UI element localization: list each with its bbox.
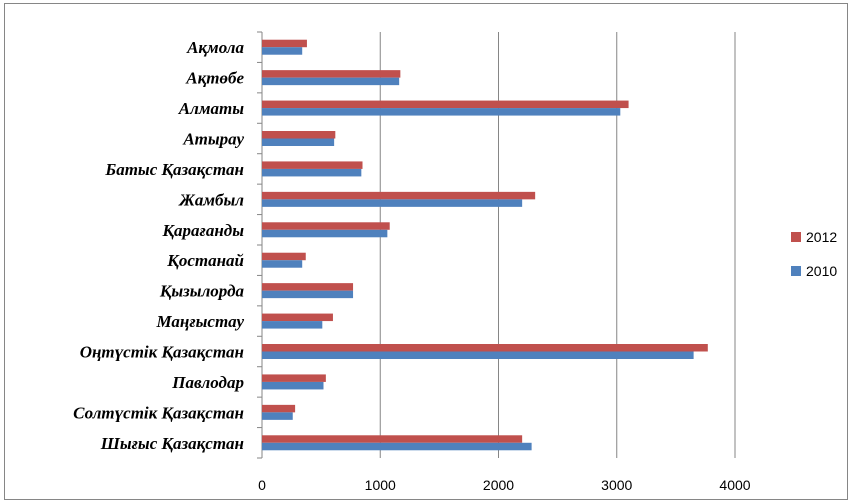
legend-swatch-2012 bbox=[791, 232, 801, 242]
x-tick-label: 4000 bbox=[719, 477, 750, 493]
bar-2010 bbox=[262, 442, 532, 451]
category-label: Оңтүстік Қазақстан bbox=[80, 343, 244, 362]
legend-label-2012: 2012 bbox=[806, 229, 837, 245]
category-label: Қарағанды bbox=[162, 221, 245, 240]
bar-2012 bbox=[262, 222, 390, 230]
bar-2010 bbox=[262, 381, 324, 390]
category-label: Атырау bbox=[182, 130, 244, 149]
category-label: Шығыс Қазақстан bbox=[100, 434, 244, 453]
bar-2010 bbox=[262, 138, 335, 146]
bar-2012 bbox=[262, 100, 629, 109]
x-tick-label: 0 bbox=[258, 477, 266, 493]
bar-2012 bbox=[262, 39, 307, 48]
bar-2010 bbox=[262, 351, 694, 359]
bar-2010 bbox=[262, 229, 388, 238]
bar-2012 bbox=[262, 283, 354, 291]
bar-2010 bbox=[262, 47, 303, 55]
bar-2012 bbox=[262, 131, 336, 139]
bar-2010 bbox=[262, 412, 293, 420]
x-tick-label: 3000 bbox=[601, 477, 632, 493]
bar-2010 bbox=[262, 77, 400, 86]
x-tick-label: 2000 bbox=[483, 477, 514, 493]
category-label: Ақтөбе bbox=[185, 69, 244, 88]
bar-2012 bbox=[262, 435, 523, 443]
bar-2012 bbox=[262, 344, 708, 352]
bar-2012 bbox=[262, 70, 401, 78]
category-label: Солтүстік Қазақстан bbox=[73, 403, 244, 422]
bar-2010 bbox=[262, 199, 523, 207]
bar-2012 bbox=[262, 313, 333, 322]
legend-label-2010: 2010 bbox=[806, 263, 837, 279]
category-label: Маңғыстау bbox=[156, 312, 245, 331]
bar-2012 bbox=[262, 161, 363, 169]
bar-2010 bbox=[262, 108, 621, 116]
category-label: Алматы bbox=[178, 99, 244, 118]
bar-2010 bbox=[262, 260, 303, 268]
category-label: Павлодар bbox=[171, 373, 244, 392]
x-tick-label: 1000 bbox=[365, 477, 396, 493]
bar-2012 bbox=[262, 252, 306, 261]
category-label: Ақмола bbox=[186, 38, 244, 57]
bar-2012 bbox=[262, 191, 536, 200]
legend-swatch-2010 bbox=[791, 266, 801, 276]
bar-2012 bbox=[262, 404, 296, 413]
bar-2010 bbox=[262, 321, 323, 329]
category-label: Қызылорда bbox=[159, 282, 245, 301]
bar-2010 bbox=[262, 168, 362, 177]
bar-2012 bbox=[262, 374, 326, 382]
category-label: Қостанай bbox=[166, 251, 244, 270]
category-label: Батыс Қазақстан bbox=[104, 160, 244, 179]
bar-2010 bbox=[262, 290, 354, 299]
chart-frame bbox=[4, 3, 848, 500]
category-label: Жамбыл bbox=[178, 190, 244, 209]
